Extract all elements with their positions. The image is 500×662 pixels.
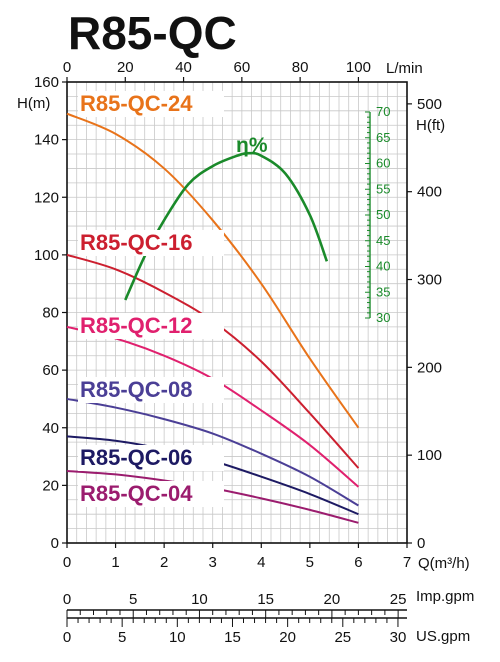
series-label-r85-qc-06: R85-QC-06	[80, 445, 192, 470]
series-label-bg	[78, 377, 224, 403]
top-tick-label: 0	[63, 59, 71, 76]
y-tick-label: 0	[51, 535, 59, 552]
us-gpm-tick-label: 15	[224, 629, 241, 646]
us-gpm-tick-label: 25	[334, 629, 351, 646]
imp-gpm-tick-label: 10	[191, 591, 208, 608]
x-tick-label: 6	[354, 554, 362, 571]
top-tick-label: 60	[234, 59, 251, 76]
axis-labels: 0 1 2 3 4 5 6 70 20 40 60 80 10002040608010012014016…	[34, 59, 442, 571]
x-tick-label: 1	[111, 554, 119, 571]
left-axis-unit: H(m)	[17, 95, 50, 112]
imp-gpm-tick-label: 15	[257, 591, 274, 608]
eff-tick-label: 65	[376, 130, 390, 145]
series-labels: R85-QC-24 R85-QC-16 R85-QC-12 R85-QC-08 R85-…	[78, 91, 224, 507]
y-tick-label: 140	[34, 132, 59, 149]
bottom-scales: 0 5 10 15 20 25 0 5 10 15 20 25 30	[63, 591, 407, 646]
us-gpm-tick-label: 10	[169, 629, 186, 646]
ft-tick-label: 200	[417, 359, 442, 376]
y-tick-label: 120	[34, 189, 59, 206]
chart-title: R85-QC	[68, 7, 237, 59]
x-tick-label: 0	[63, 554, 71, 571]
y-tick-label: 40	[42, 420, 59, 437]
eff-tick-label: 70	[376, 104, 390, 119]
series-label-r85-qc-08: R85-QC-08	[80, 377, 192, 402]
series-label-r85-qc-24: R85-QC-24	[80, 91, 193, 116]
eff-tick-label: 50	[376, 207, 390, 222]
x-tick-label: 5	[306, 554, 314, 571]
series-label-bg	[78, 91, 224, 117]
eff-tick-label: 60	[376, 156, 390, 171]
eff-tick-label: 30	[376, 310, 390, 325]
series-label-r85-qc-16: R85-QC-16	[80, 230, 192, 255]
curve-r85-qc-08	[66, 397, 359, 507]
series-label-bg	[78, 445, 224, 471]
series-label-r85-qc-12: R85-QC-12	[80, 313, 192, 338]
bottom-axis-unit: Q(m³/h)	[418, 555, 470, 572]
us-gpm-unit: US.gpm	[416, 628, 470, 645]
y-tick-label: 20	[42, 477, 59, 494]
eff-tick-label: 35	[376, 284, 390, 299]
top-tick-label: 80	[292, 59, 309, 76]
ft-tick-label: 400	[417, 184, 442, 201]
ft-tick-label: 100	[417, 447, 442, 464]
efficiency-curve	[124, 151, 329, 301]
y-tick-label: 100	[34, 247, 59, 264]
top-tick-label: 100	[346, 59, 371, 76]
top-tick-label: 40	[175, 59, 192, 76]
top-tick-label: 20	[117, 59, 134, 76]
imp-gpm-tick-label: 25	[390, 591, 407, 608]
us-gpm-tick-label: 0	[63, 629, 71, 646]
imp-gpm-tick-label: 5	[129, 591, 137, 608]
us-gpm-tick-label: 20	[279, 629, 296, 646]
ft-tick-label: 300	[417, 272, 442, 289]
y-tick-label: 60	[42, 362, 59, 379]
ft-tick-label: 0	[417, 535, 425, 552]
top-axis-unit: L/min	[386, 60, 423, 77]
efficiency-label: η%	[236, 134, 268, 157]
x-tick-label: 7	[403, 554, 411, 571]
eff-tick-label: 55	[376, 181, 390, 196]
axis-ticks	[62, 77, 412, 548]
series-label-r85-qc-04: R85-QC-04	[80, 481, 193, 506]
us-gpm-tick-label: 30	[390, 629, 407, 646]
us-gpm-tick-label: 5	[118, 629, 126, 646]
x-tick-label: 3	[209, 554, 217, 571]
series-label-bg	[78, 230, 224, 256]
eff-tick-label: 40	[376, 259, 390, 274]
series-label-bg	[78, 313, 224, 339]
series-label-bg	[78, 481, 224, 507]
y-tick-label: 80	[42, 305, 59, 322]
x-tick-label: 2	[160, 554, 168, 571]
ft-tick-label: 500	[417, 96, 442, 113]
imp-gpm-tick-label: 0	[63, 591, 71, 608]
curve-r85-qc-24	[66, 112, 360, 429]
right-axis-unit: H(ft)	[416, 117, 445, 134]
imp-gpm-unit: Imp.gpm	[416, 588, 474, 605]
eff-tick-label: 45	[376, 233, 390, 248]
x-tick-label: 4	[257, 554, 265, 571]
imp-gpm-tick-label: 20	[324, 591, 341, 608]
y-tick-label: 160	[34, 74, 59, 91]
